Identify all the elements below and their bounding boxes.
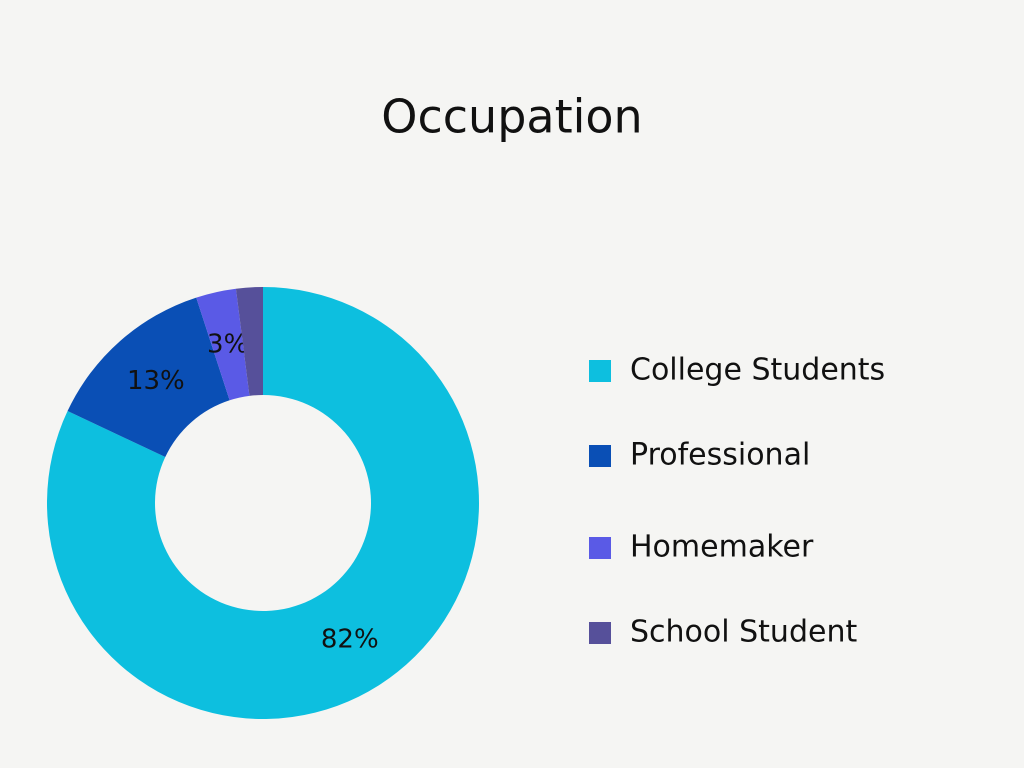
data-label: 3% [207,329,248,359]
legend-swatch [589,360,611,382]
donut-slice [196,288,250,401]
legend-label: College Students [630,353,885,388]
legend-label: Professional [630,438,810,473]
chart-title: Occupation [381,90,642,144]
donut-slice [235,287,263,396]
legend-label: School Student [630,615,857,650]
donut-slice [46,287,479,720]
data-label: 82% [321,624,379,654]
donut-slice [67,297,230,458]
legend-swatch [589,445,611,467]
data-label: 13% [127,366,185,396]
legend-swatch [589,537,611,559]
legend-label: Homemaker [630,530,814,565]
legend-swatch [589,622,611,644]
